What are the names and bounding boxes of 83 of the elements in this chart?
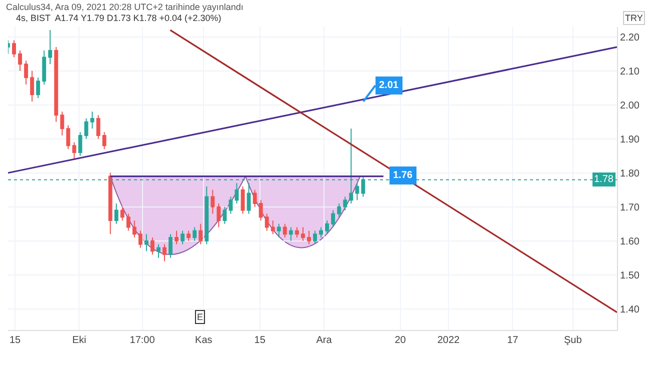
candlestick <box>120 206 124 221</box>
candlestick <box>138 230 142 248</box>
x-tick-label: Ara <box>316 335 332 346</box>
x-tick-label: 17 <box>507 335 519 346</box>
y-tick-label: 2.10 <box>620 66 640 78</box>
candlestick <box>331 210 336 228</box>
candlestick <box>12 40 16 58</box>
candlestick <box>168 234 173 258</box>
candlestick <box>319 226 323 238</box>
candlestick <box>204 186 209 245</box>
candlestick <box>228 196 233 214</box>
candlestick <box>60 111 64 136</box>
candlestick <box>294 226 299 238</box>
candlestick <box>42 50 46 85</box>
candlestick <box>222 206 227 224</box>
y-tick-label: 1.40 <box>620 304 640 316</box>
candlestick <box>102 132 106 150</box>
candlestick <box>96 114 100 140</box>
candlestick <box>307 230 311 245</box>
candlestick <box>337 202 342 218</box>
y-tick-label: 1.50 <box>620 270 640 282</box>
candlestick <box>36 77 40 99</box>
y-tick-label: 2.00 <box>620 100 640 112</box>
chart-subtitle: 4s, BIST A1.74 Y1.79 D1.73 K1.78 +0.04 (+2.30%) <box>16 13 222 23</box>
annotation: 1.76 <box>393 170 413 181</box>
candlestick <box>246 182 251 214</box>
candlestick <box>276 223 281 238</box>
candlestick <box>48 30 52 65</box>
candlestick <box>114 202 118 224</box>
candlestick <box>54 46 58 122</box>
candlestick <box>270 220 275 235</box>
candlestick <box>180 230 185 245</box>
candlestick <box>343 196 348 211</box>
candlestick <box>325 220 330 235</box>
candlestick <box>144 234 148 252</box>
annotation: 2.01 <box>379 80 399 91</box>
x-tick-label: 2022 <box>437 335 460 346</box>
candlestick <box>78 132 82 156</box>
candlestick <box>234 182 239 204</box>
candlestick <box>156 244 160 258</box>
ref-line-label: 1.78 <box>594 174 614 185</box>
candlestick <box>192 226 197 242</box>
annotation: E <box>197 312 204 322</box>
x-tick-label: 15 <box>254 335 266 346</box>
candlestick <box>90 111 94 130</box>
x-tick-label: Kas <box>195 335 212 346</box>
candlestick <box>162 244 166 262</box>
candlestick <box>108 172 112 235</box>
candlestick <box>313 230 317 245</box>
candlestick <box>258 200 263 221</box>
y-tick-label: 1.60 <box>620 236 640 248</box>
candlestick <box>300 226 305 242</box>
x-tick-label: 17:00 <box>130 335 156 346</box>
x-tick-label: Şub <box>564 335 582 346</box>
candlestick <box>30 70 34 102</box>
y-tick-label: 1.70 <box>620 202 640 214</box>
candlestick <box>72 142 76 160</box>
candlestick <box>150 237 154 256</box>
candlestick <box>240 186 245 214</box>
y-tick-label: 2.20 <box>620 32 640 44</box>
candlestick <box>252 189 257 208</box>
candlestick <box>216 202 221 228</box>
y-tick-label: 1.90 <box>620 134 640 146</box>
candlestick <box>264 213 269 232</box>
x-tick-label: Eki <box>72 335 86 346</box>
x-tick-label: 15 <box>9 335 22 346</box>
candlestick <box>126 213 130 232</box>
y-axis-title: TRY <box>625 13 643 23</box>
candlestick <box>355 182 360 201</box>
text: Calculus34, Ara 09, 2021 20:28 UTC+2 tarihinde yayınlandı <box>6 2 244 12</box>
candlestick <box>18 50 22 72</box>
x-tick-label: 20 <box>394 335 406 346</box>
candlestick <box>288 226 293 242</box>
candlestick <box>210 189 215 214</box>
y-tick-label: 1.80 <box>620 168 640 180</box>
candlestick <box>186 230 191 242</box>
candlestick <box>84 118 88 140</box>
candlestick <box>282 223 287 238</box>
candlestick <box>174 230 179 245</box>
candlestick <box>198 223 203 245</box>
candlestick <box>66 124 70 150</box>
candlestick <box>132 220 136 238</box>
candlestick <box>24 60 28 85</box>
